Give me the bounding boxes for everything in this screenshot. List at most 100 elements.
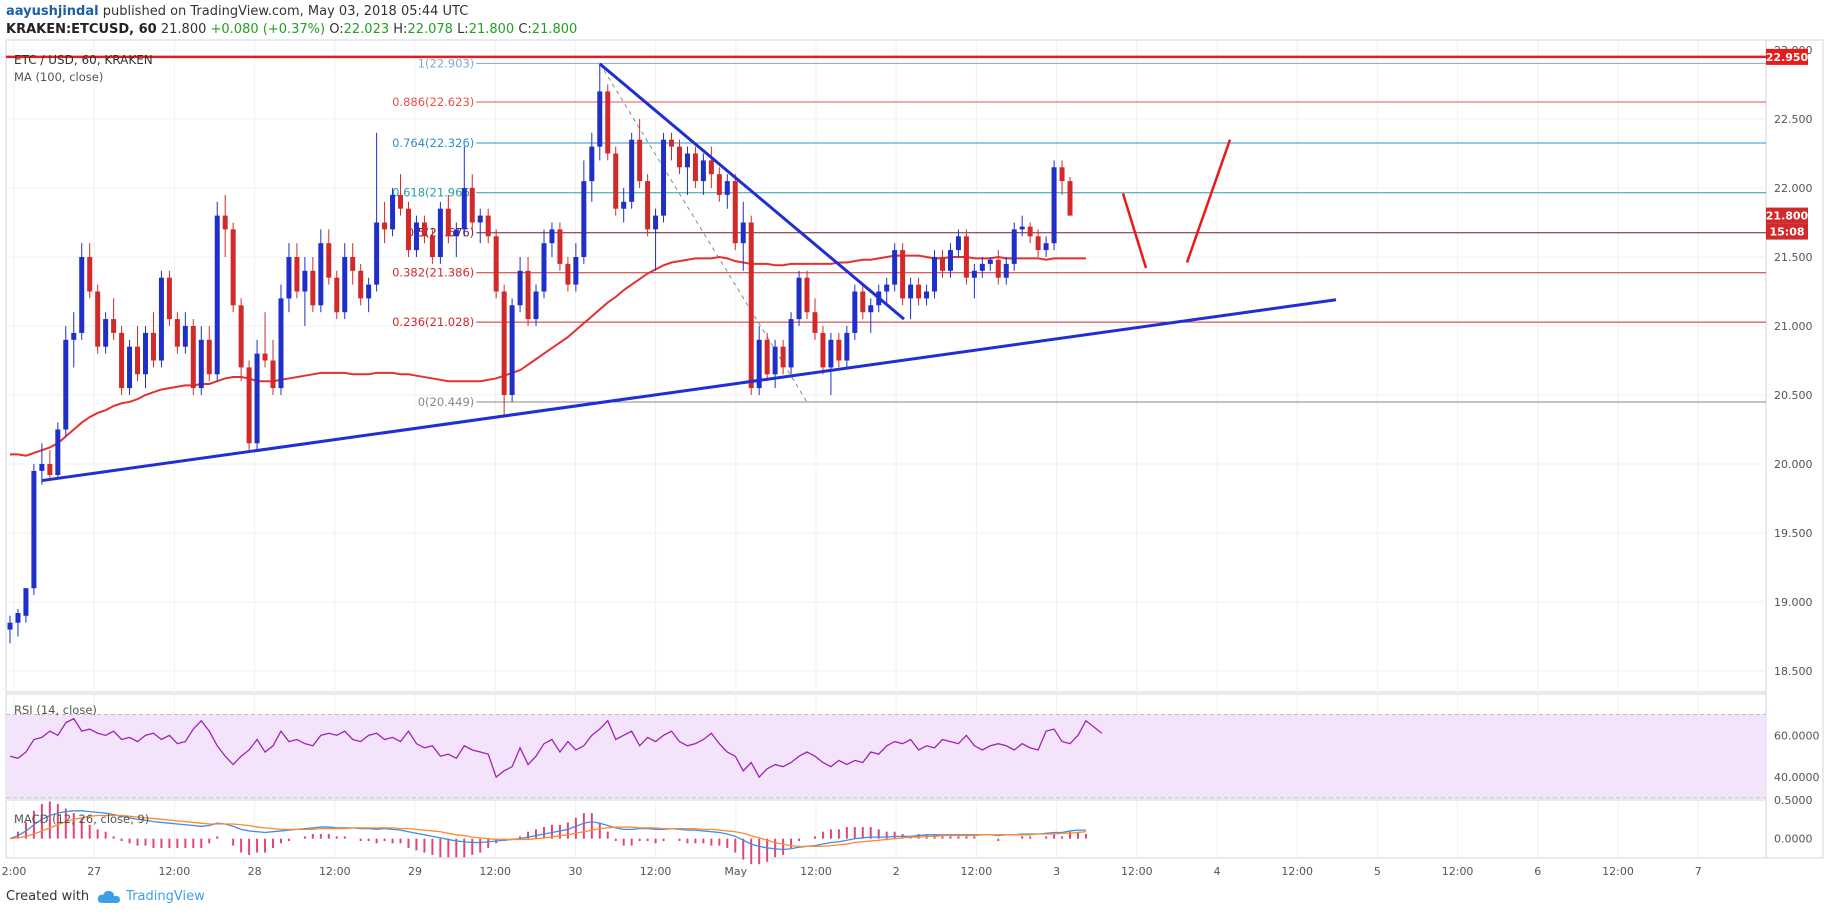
candle-body	[924, 291, 930, 299]
candle-body	[605, 91, 611, 154]
candle-body	[142, 332, 148, 375]
x-tick-label: 27	[87, 865, 101, 878]
open-value: 22.023	[343, 22, 390, 37]
y-tick-label: 19.000	[1774, 596, 1813, 609]
candle-body	[708, 160, 714, 175]
y-tick-label: 21.000	[1774, 320, 1813, 333]
x-tick-label: 12:00	[800, 865, 832, 878]
candle-body	[517, 270, 523, 306]
y-tick-label: 18.500	[1774, 665, 1813, 678]
candle-body	[398, 194, 404, 209]
rsi-tick-label: 60.0000	[1774, 729, 1820, 742]
last-price: 21.800	[160, 22, 207, 37]
candle-body	[461, 188, 467, 230]
candle-body	[645, 181, 651, 230]
candle-body	[174, 319, 180, 347]
candle-body	[860, 291, 866, 313]
candle-body	[573, 257, 579, 285]
candle-body	[406, 208, 411, 251]
high-value: 22.078	[407, 22, 453, 37]
candle-body	[429, 236, 435, 257]
candle-body	[477, 215, 483, 223]
countdown-tag-label: 15:08	[1769, 226, 1804, 239]
candle-body	[198, 339, 204, 389]
support-trendline	[41, 298, 1337, 483]
candle-body	[310, 270, 316, 306]
candle-body	[318, 243, 324, 306]
candle-body	[31, 470, 37, 589]
candle-body	[772, 346, 778, 375]
open-label: O:	[329, 22, 344, 37]
y-tick-label: 19.500	[1774, 527, 1813, 540]
candle-body	[963, 236, 969, 278]
candle-body	[166, 277, 172, 320]
candle-body	[533, 291, 539, 320]
candle-body	[732, 181, 738, 244]
candle-body	[939, 257, 945, 271]
candle-body	[382, 222, 388, 230]
footer: Created with TradingView	[6, 889, 205, 904]
candle-body	[653, 215, 659, 230]
x-tick-label: 2	[893, 865, 900, 878]
x-tick-label: 28	[248, 865, 262, 878]
projection-down-stroke	[1121, 193, 1148, 269]
candle-body	[971, 270, 977, 278]
tradingview-brand[interactable]: TradingView	[97, 889, 205, 904]
candle-body	[437, 208, 443, 257]
candle-body	[1043, 243, 1049, 251]
candle-body	[485, 215, 491, 237]
x-tick-label: 2:00	[2, 865, 27, 878]
fib-swing-line	[599, 63, 808, 403]
candle-body	[597, 91, 603, 147]
candle-body	[87, 257, 93, 292]
x-tick-label: 3	[1053, 865, 1060, 878]
low-value: 21.800	[468, 22, 515, 37]
candle-body	[127, 346, 133, 389]
macd-signal-line	[9, 814, 1087, 848]
candle-body	[7, 622, 13, 630]
x-tick-label: 6	[1534, 865, 1541, 878]
candle-body	[270, 360, 276, 389]
candle-body	[150, 332, 156, 361]
candle-body	[445, 208, 451, 237]
candle-body	[493, 236, 499, 292]
candle-body	[421, 222, 427, 237]
candle-body	[222, 215, 228, 230]
chart-title: ETC / USD, 60, KRAKEN	[14, 53, 153, 67]
close-label: C:	[518, 22, 532, 37]
candle-body	[1003, 263, 1009, 278]
x-tick-label: 12:00	[640, 865, 672, 878]
x-tick-label: 30	[568, 865, 582, 878]
rsi-band	[7, 714, 1765, 798]
candle-body	[932, 257, 938, 292]
candle-body	[15, 613, 21, 623]
resistance-tag-label: 22.950	[1766, 51, 1809, 64]
candle-body	[501, 291, 507, 395]
price-tag	[1766, 207, 1808, 224]
price-tag-label: 21.800	[1766, 210, 1809, 223]
candle-body	[740, 222, 746, 244]
ma100-line	[10, 254, 1086, 457]
candle-body	[79, 257, 85, 333]
candle-body	[621, 201, 627, 209]
rsi-tick-label: 40.0000	[1774, 771, 1820, 784]
candle-body	[900, 250, 906, 299]
author-link[interactable]: aayushjindal	[6, 4, 99, 19]
published-text: published on TradingView.com, May 03, 20…	[102, 4, 469, 19]
candle-body	[238, 305, 244, 368]
candle-body	[214, 215, 220, 375]
candle-body	[780, 346, 786, 368]
candle-body	[812, 312, 818, 333]
candle-body	[190, 326, 196, 389]
candle-body	[246, 367, 252, 444]
macd-line	[9, 810, 1086, 851]
candle-body	[748, 222, 754, 389]
countdown-tag	[1766, 223, 1808, 240]
x-tick-label: 12:00	[159, 865, 191, 878]
fib-level-label: 0.236(21.028)	[392, 315, 474, 329]
x-tick-label: 12:00	[1121, 865, 1153, 878]
candle-body	[955, 236, 961, 251]
x-tick-label: 5	[1374, 865, 1381, 878]
fib-level-label: 0.618(21.966)	[392, 186, 474, 200]
